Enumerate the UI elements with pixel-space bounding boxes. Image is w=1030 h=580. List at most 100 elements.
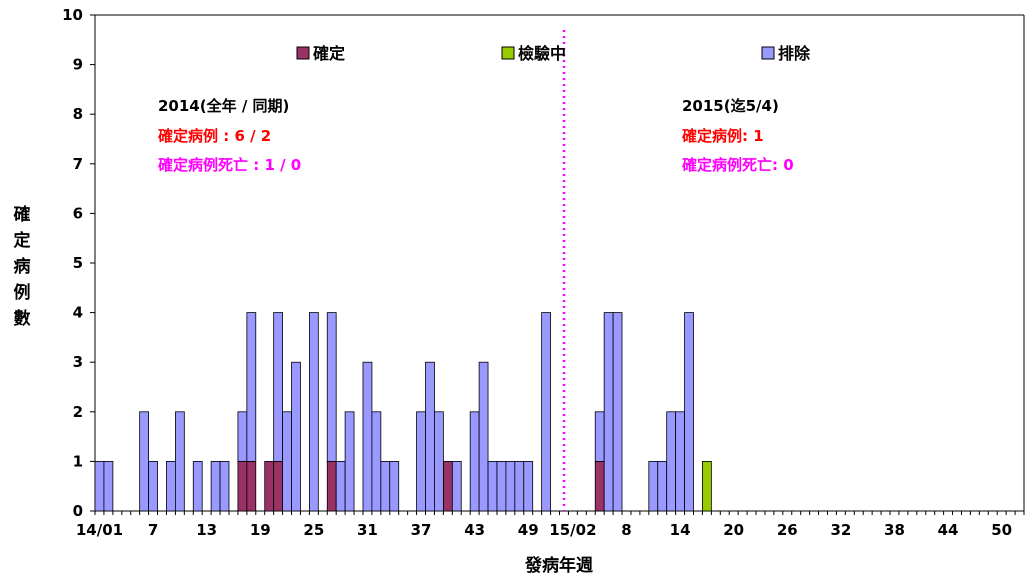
x-tick-label: 8 bbox=[621, 521, 631, 539]
bar-excluded bbox=[192, 460, 203, 512]
x-tick-label: 14/01 bbox=[76, 521, 123, 539]
x-tick-label: 32 bbox=[830, 521, 851, 539]
bar-excluded bbox=[174, 411, 185, 512]
bar-confirmed bbox=[326, 460, 337, 512]
bar-excluded bbox=[282, 411, 292, 512]
bar-excluded bbox=[425, 361, 435, 512]
x-tick-label: 7 bbox=[148, 521, 158, 539]
legend-swatch-confirmed bbox=[296, 46, 310, 60]
bar-excluded bbox=[684, 312, 694, 512]
x-tick-label: 19 bbox=[250, 521, 271, 539]
bar-confirmed bbox=[246, 460, 257, 512]
y-tick-label: 9 bbox=[73, 56, 83, 74]
x-tick-label: 26 bbox=[777, 521, 798, 539]
annotation-2014-title: 2014(全年 / 同期) bbox=[158, 97, 289, 115]
annotation-2014-deaths: 確定病例死亡 : 1 / 0 bbox=[157, 156, 301, 174]
annotation-2014-confirmed: 確定病例 : 6 / 2 bbox=[157, 127, 271, 145]
bar-confirmed bbox=[264, 460, 275, 512]
y-tick-label: 10 bbox=[62, 6, 83, 24]
annotation-2015: 2015(迄5/4) 確定病例: 1 確定病例死亡: 0 bbox=[681, 97, 794, 174]
legend-label-confirmed: 確定 bbox=[313, 44, 345, 63]
bar-excluded bbox=[451, 460, 462, 512]
bar-excluded bbox=[139, 411, 149, 512]
bar-excluded bbox=[469, 411, 480, 512]
bar-excluded bbox=[416, 411, 426, 512]
y-axis-title-char: 確 bbox=[14, 204, 31, 225]
x-tick-label: 20 bbox=[723, 521, 744, 539]
bar-excluded bbox=[291, 361, 301, 512]
y-tick-label: 1 bbox=[73, 452, 83, 470]
bar-confirmed bbox=[594, 460, 605, 512]
x-tick-label: 13 bbox=[196, 521, 217, 539]
x-tick-label: 43 bbox=[464, 521, 485, 539]
y-axis-title-char: 定 bbox=[14, 230, 31, 251]
bar-excluded bbox=[371, 411, 382, 512]
x-tick-label: 31 bbox=[357, 521, 378, 539]
bar-excluded bbox=[657, 460, 668, 512]
x-tick-label: 49 bbox=[518, 521, 539, 539]
legend-label-testing: 檢驗中 bbox=[518, 44, 566, 63]
bar-excluded bbox=[166, 460, 176, 512]
bar-excluded bbox=[148, 460, 158, 512]
x-tick-label: 38 bbox=[884, 521, 905, 539]
y-tick-label: 5 bbox=[73, 254, 83, 272]
bar-excluded bbox=[594, 411, 605, 462]
y-axis-title-char: 病 bbox=[14, 256, 31, 277]
bar-confirmed bbox=[237, 460, 248, 512]
annotation-2015-deaths: 確定病例死亡: 0 bbox=[681, 156, 794, 174]
y-tick-label: 4 bbox=[73, 304, 83, 322]
bar-excluded bbox=[326, 312, 337, 462]
x-tick-label: 14 bbox=[670, 521, 691, 539]
legend-swatch-excluded bbox=[761, 46, 775, 60]
bar-excluded bbox=[210, 460, 221, 512]
bar-excluded bbox=[380, 460, 391, 512]
bar-excluded bbox=[237, 411, 248, 462]
x-tick-label: 44 bbox=[938, 521, 959, 539]
bar-excluded bbox=[362, 361, 373, 512]
bar-excluded bbox=[666, 411, 677, 512]
legend-swatch-testing bbox=[501, 46, 515, 60]
annotation-2015-confirmed: 確定病例: 1 bbox=[681, 127, 764, 145]
bar-confirmed bbox=[442, 460, 453, 512]
bar-excluded bbox=[675, 411, 685, 512]
bar-excluded bbox=[308, 312, 319, 512]
y-tick-label: 3 bbox=[73, 353, 83, 371]
bar-excluded bbox=[612, 312, 623, 512]
bar-excluded bbox=[103, 460, 114, 512]
bar-excluded bbox=[246, 312, 257, 462]
legend: 確定 檢驗中 排除 bbox=[296, 44, 811, 63]
bar-excluded bbox=[94, 460, 105, 512]
bar-excluded bbox=[648, 460, 659, 512]
bar-excluded bbox=[335, 460, 346, 512]
annotation-2015-title: 2015(迄5/4) bbox=[682, 97, 779, 115]
y-tick-label: 7 bbox=[73, 155, 83, 173]
annotation-2014: 2014(全年 / 同期) 確定病例 : 6 / 2 確定病例死亡 : 1 / … bbox=[157, 97, 301, 174]
bar-excluded bbox=[496, 460, 507, 512]
y-tick-label: 0 bbox=[73, 502, 83, 520]
legend-label-excluded: 排除 bbox=[778, 44, 811, 63]
x-axis-title: 發病年週 bbox=[524, 555, 593, 576]
x-ticks: 14/01 7 13 19 25 31 37 43 49 15/02 8 14 20 26 32 38 44 50 bbox=[76, 511, 1025, 539]
y-axis-title-char: 數 bbox=[14, 308, 31, 329]
bar-excluded bbox=[514, 460, 525, 512]
y-tick-label: 8 bbox=[73, 105, 83, 123]
bar-excluded bbox=[505, 460, 516, 512]
bar-excluded bbox=[487, 460, 498, 512]
bar-excluded bbox=[523, 460, 534, 512]
bar-excluded bbox=[273, 312, 283, 462]
bar-excluded bbox=[478, 361, 489, 512]
y-tick-label: 6 bbox=[73, 204, 83, 222]
x-tick-label: 25 bbox=[303, 521, 324, 539]
y-ticks: 0 1 2 3 4 5 6 7 8 9 10 bbox=[62, 6, 95, 520]
x-tick-label: 15/02 bbox=[549, 521, 596, 539]
x-tick-label: 50 bbox=[991, 521, 1012, 539]
bars bbox=[94, 312, 712, 512]
x-tick-label: 37 bbox=[411, 521, 432, 539]
bar-testing bbox=[702, 460, 712, 512]
bar-excluded bbox=[541, 312, 551, 512]
bar-excluded bbox=[219, 460, 230, 512]
bar-excluded bbox=[434, 411, 444, 512]
